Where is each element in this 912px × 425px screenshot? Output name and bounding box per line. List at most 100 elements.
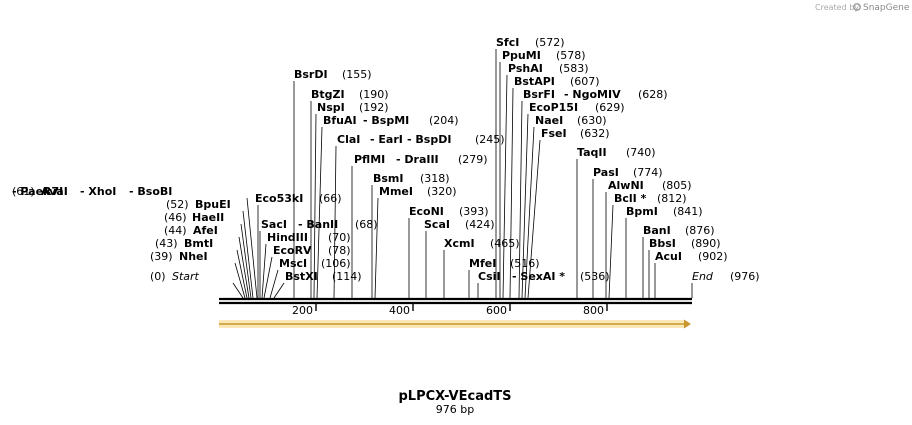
connector-hindiii — [261, 243, 267, 299]
site-label-part: (61) — [12, 185, 35, 198]
site-label-scai[interactable]: ScaI (424) — [424, 218, 495, 231]
feature-arrow[interactable] — [219, 319, 691, 329]
site-label-sfci[interactable]: SfcI (572) — [496, 36, 565, 49]
snapgene-logo-icon — [853, 3, 861, 11]
site-label-ecorv[interactable]: EcoRV (78) — [273, 244, 351, 257]
site-label-bsrfi[interactable]: BsrFI - NgoMIV (628) — [523, 88, 668, 101]
site-label-part: SacI — [261, 218, 287, 231]
site-label-start[interactable]: (0) Start — [150, 270, 200, 283]
site-label-part: NspI — [317, 101, 345, 114]
site-label-part: (628) — [638, 88, 668, 101]
site-label-part: HaeII — [192, 211, 224, 224]
site-label-part: BsrDI — [294, 68, 328, 81]
connector-clai — [333, 145, 337, 299]
site-label-part: (192) — [359, 101, 389, 114]
site-label-pflmi[interactable]: PflMI - DraIII (279) — [354, 153, 488, 166]
site-label-part: (805) — [662, 179, 692, 192]
connector-start — [232, 282, 244, 299]
site-label-part: ClaI — [337, 133, 360, 146]
site-label-btgzi[interactable]: BtgZI (190) — [311, 88, 389, 101]
site-label-part: - EarI — [370, 133, 403, 146]
site-label-end[interactable]: End (976) — [692, 270, 760, 283]
connector-ecorv — [263, 256, 273, 299]
site-label-ecop15i[interactable]: EcoP15I (629) — [529, 101, 625, 114]
site-label-ppumi[interactable]: PpuMI (578) — [502, 49, 586, 62]
site-label-mmei[interactable]: MmeI (320) — [379, 185, 457, 198]
connector-bpuei — [242, 210, 254, 299]
site-label-part: - DraIII — [396, 153, 439, 166]
site-label-part: - BspDI — [407, 133, 451, 146]
site-label-bstapi[interactable]: BstAPI (607) — [514, 75, 600, 88]
site-label-part: - NgoMIV — [564, 88, 621, 101]
site-label-part: ScaI — [424, 218, 450, 231]
connector-nspi — [313, 113, 317, 299]
site-labels: (0) Start (39) NheI(43) BmtI(44) AfeI (46) HaeI… — [12, 36, 760, 283]
site-label-part: FseI — [541, 127, 567, 140]
site-label-bcli[interactable]: BclI * (812) — [614, 192, 687, 205]
site-label-part: AlwNI — [608, 179, 644, 192]
site-label-fsei[interactable]: FseI (632) — [541, 127, 610, 140]
site-label-part: EcoRV — [273, 244, 312, 257]
site-label-bfuai[interactable]: BfuAI - BspMI (204) — [323, 114, 459, 127]
site-label-part: (114) — [332, 270, 362, 283]
credit-text: Created by — [815, 3, 859, 12]
site-label-part: - PaeR7I — [12, 185, 63, 198]
site-label-bmti[interactable]: (43) BmtI — [155, 237, 213, 250]
site-label-eco53ki[interactable]: Eco53kI (66) — [255, 192, 342, 205]
site-label-part: (204) — [429, 114, 459, 127]
site-label-haeii[interactable]: (46) HaeII — [164, 211, 224, 224]
axis-ticks: 200 400 600 800 — [292, 304, 608, 317]
site-label-part: - XhoI — [80, 185, 116, 198]
connector-haeii — [240, 223, 252, 299]
site-label-bpmi[interactable]: BpmI (841) — [626, 205, 703, 218]
site-label-part: (516) — [510, 257, 540, 270]
site-label-nhei[interactable]: (39) NheI — [150, 250, 208, 263]
site-label-part: (578) — [556, 49, 586, 62]
site-label-taqii[interactable]: TaqII (740) — [577, 146, 656, 159]
site-label-part: (424) — [465, 218, 495, 231]
site-label-part: (39) — [150, 250, 173, 263]
site-label-part: (890) — [691, 237, 721, 250]
site-label-clai[interactable]: ClaI - EarI - BspDI (245) — [337, 133, 505, 146]
site-label-naei[interactable]: NaeI (630) — [535, 114, 607, 127]
connector-bfuai — [316, 126, 323, 299]
site-label-part: (68) — [355, 218, 378, 231]
site-label-bsmi[interactable]: BsmI (318) — [373, 172, 450, 185]
site-label-acui[interactable]: AcuI (902) — [655, 250, 728, 263]
site-label-nspi[interactable]: NspI (192) — [317, 101, 389, 114]
site-label-bstxi[interactable]: BstXI (114) — [285, 270, 362, 283]
site-label-bpuei[interactable]: (52) BpuEI — [166, 198, 231, 211]
site-label-part: BpuEI — [195, 198, 231, 211]
site-label-bsrdi[interactable]: BsrDI (155) — [294, 68, 372, 81]
site-label-bani[interactable]: BanI (876) — [643, 224, 715, 237]
site-label-afei[interactable]: (44) AfeI — [164, 224, 218, 237]
site-label-part: (393) — [459, 205, 489, 218]
site-label-xcmi[interactable]: XcmI (465) — [444, 237, 520, 250]
connector-avai — [246, 197, 258, 299]
site-label-mfei[interactable]: MfeI (516) — [469, 257, 540, 270]
site-label-bbsi[interactable]: BbsI (890) — [649, 237, 721, 250]
site-label-part: (279) — [458, 153, 488, 166]
site-label-econi[interactable]: EcoNI (393) — [409, 205, 489, 218]
site-label-part: (774) — [633, 166, 663, 179]
site-label-csii[interactable]: CsiI - SexAI * (536) — [478, 270, 610, 283]
site-label-hindiii[interactable]: HindIII (70) — [267, 231, 351, 244]
connector-bmti — [236, 249, 248, 299]
site-label-saci[interactable]: SacI - BanII (68) — [261, 218, 378, 231]
site-label-part: XcmI — [444, 237, 475, 250]
site-label-part: BstXI — [285, 270, 318, 283]
site-label-part: MmeI — [379, 185, 413, 198]
site-label-alwni[interactable]: AlwNI (805) — [608, 179, 692, 192]
site-label-msci[interactable]: MscI (106) — [279, 257, 351, 270]
site-label-part: PflMI — [354, 153, 385, 166]
site-label-part: (465) — [490, 237, 520, 250]
site-label-part: MfeI — [469, 257, 496, 270]
site-label-part: CsiI — [478, 270, 500, 283]
site-label-avai[interactable]: (61) AvaI - XhoI - BsoBI - PaeR7I — [12, 185, 172, 198]
site-label-pshai[interactable]: PshAI (583) — [508, 62, 589, 75]
site-label-part: BstAPI — [514, 75, 555, 88]
connector-bstapi — [509, 87, 514, 299]
site-label-pasi[interactable]: PasI (774) — [593, 166, 663, 179]
site-label-part: PpuMI — [502, 49, 541, 62]
site-label-part: BclI * — [614, 192, 647, 205]
